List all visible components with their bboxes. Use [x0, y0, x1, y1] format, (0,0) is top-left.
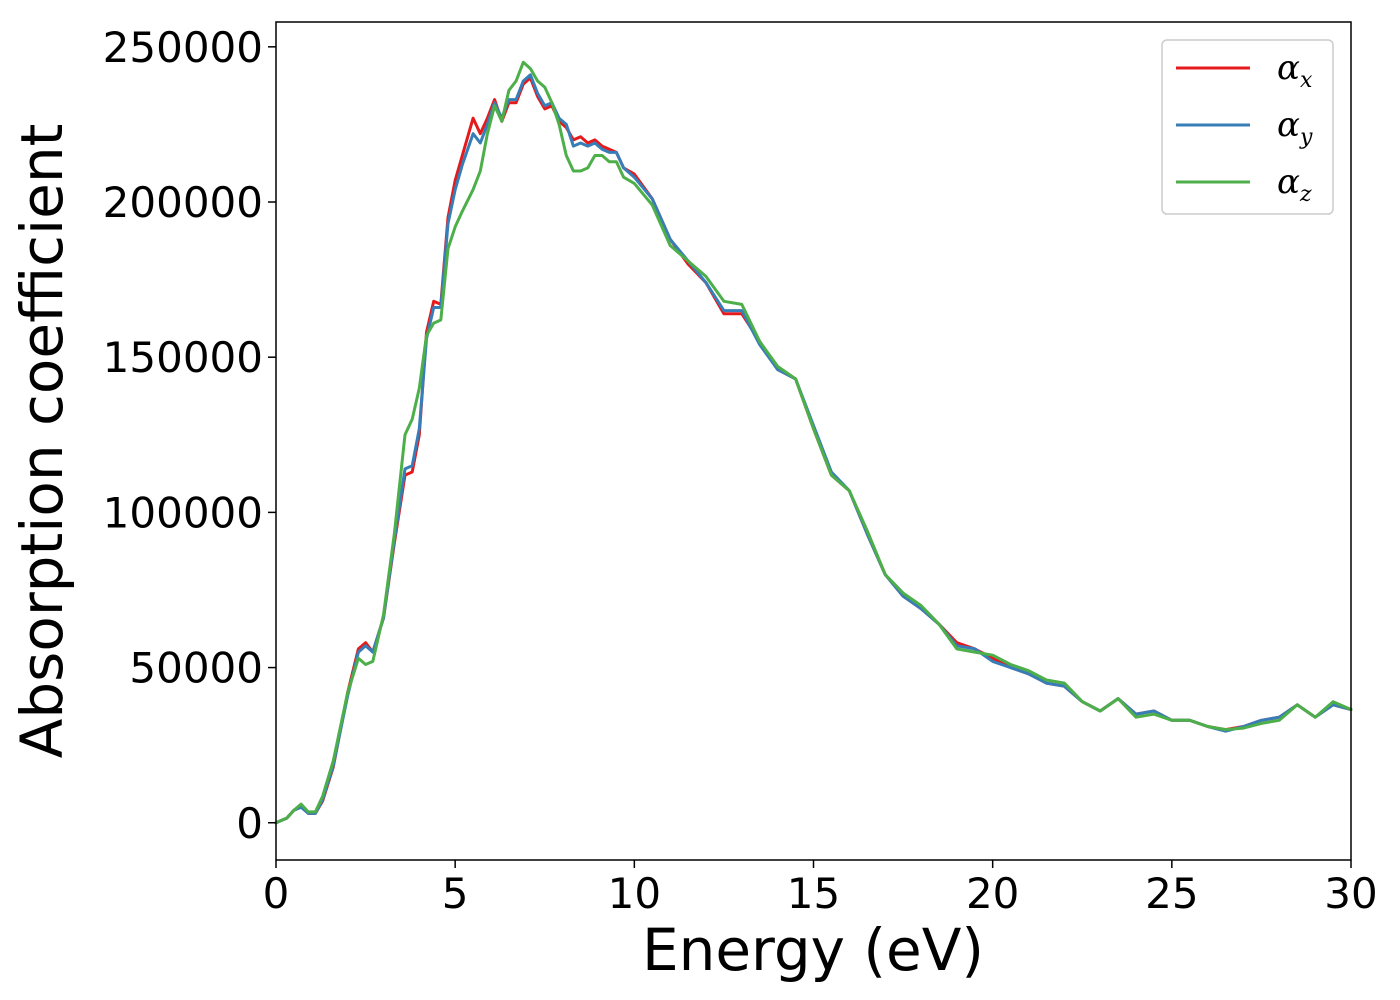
legend-label-z: αz	[1277, 162, 1312, 207]
x-tick-label: 30	[1324, 869, 1377, 918]
legend-label-y: αy	[1277, 105, 1313, 150]
legend: αx αy αz	[1161, 39, 1334, 215]
y-tick-label: 100000	[103, 488, 263, 537]
y-axis-title: Absorption coefficient	[8, 124, 76, 759]
x-axis: 0 5 10 15 20 25 30	[263, 860, 1378, 918]
y-axis: 0 50000 100000 150000 200000 250000	[103, 23, 276, 848]
x-axis-title: Energy (eV)	[642, 916, 984, 984]
x-tick-label: 15	[787, 869, 840, 918]
x-tick-label: 10	[608, 869, 661, 918]
y-tick-label: 150000	[103, 333, 263, 382]
x-tick-label: 25	[1145, 869, 1198, 918]
legend-label-x: αx	[1277, 48, 1313, 93]
x-tick-label: 5	[442, 869, 469, 918]
series-line-z	[274, 60, 1353, 825]
x-tick-label: 0	[263, 869, 290, 918]
y-tick-label: 200000	[103, 178, 263, 227]
legend-box	[1161, 39, 1334, 215]
y-tick-label: 250000	[103, 23, 263, 72]
y-tick-label: 0	[236, 799, 263, 848]
x-tick-label: 20	[966, 869, 1019, 918]
series-layer	[274, 60, 1353, 825]
y-tick-label: 50000	[129, 644, 263, 693]
